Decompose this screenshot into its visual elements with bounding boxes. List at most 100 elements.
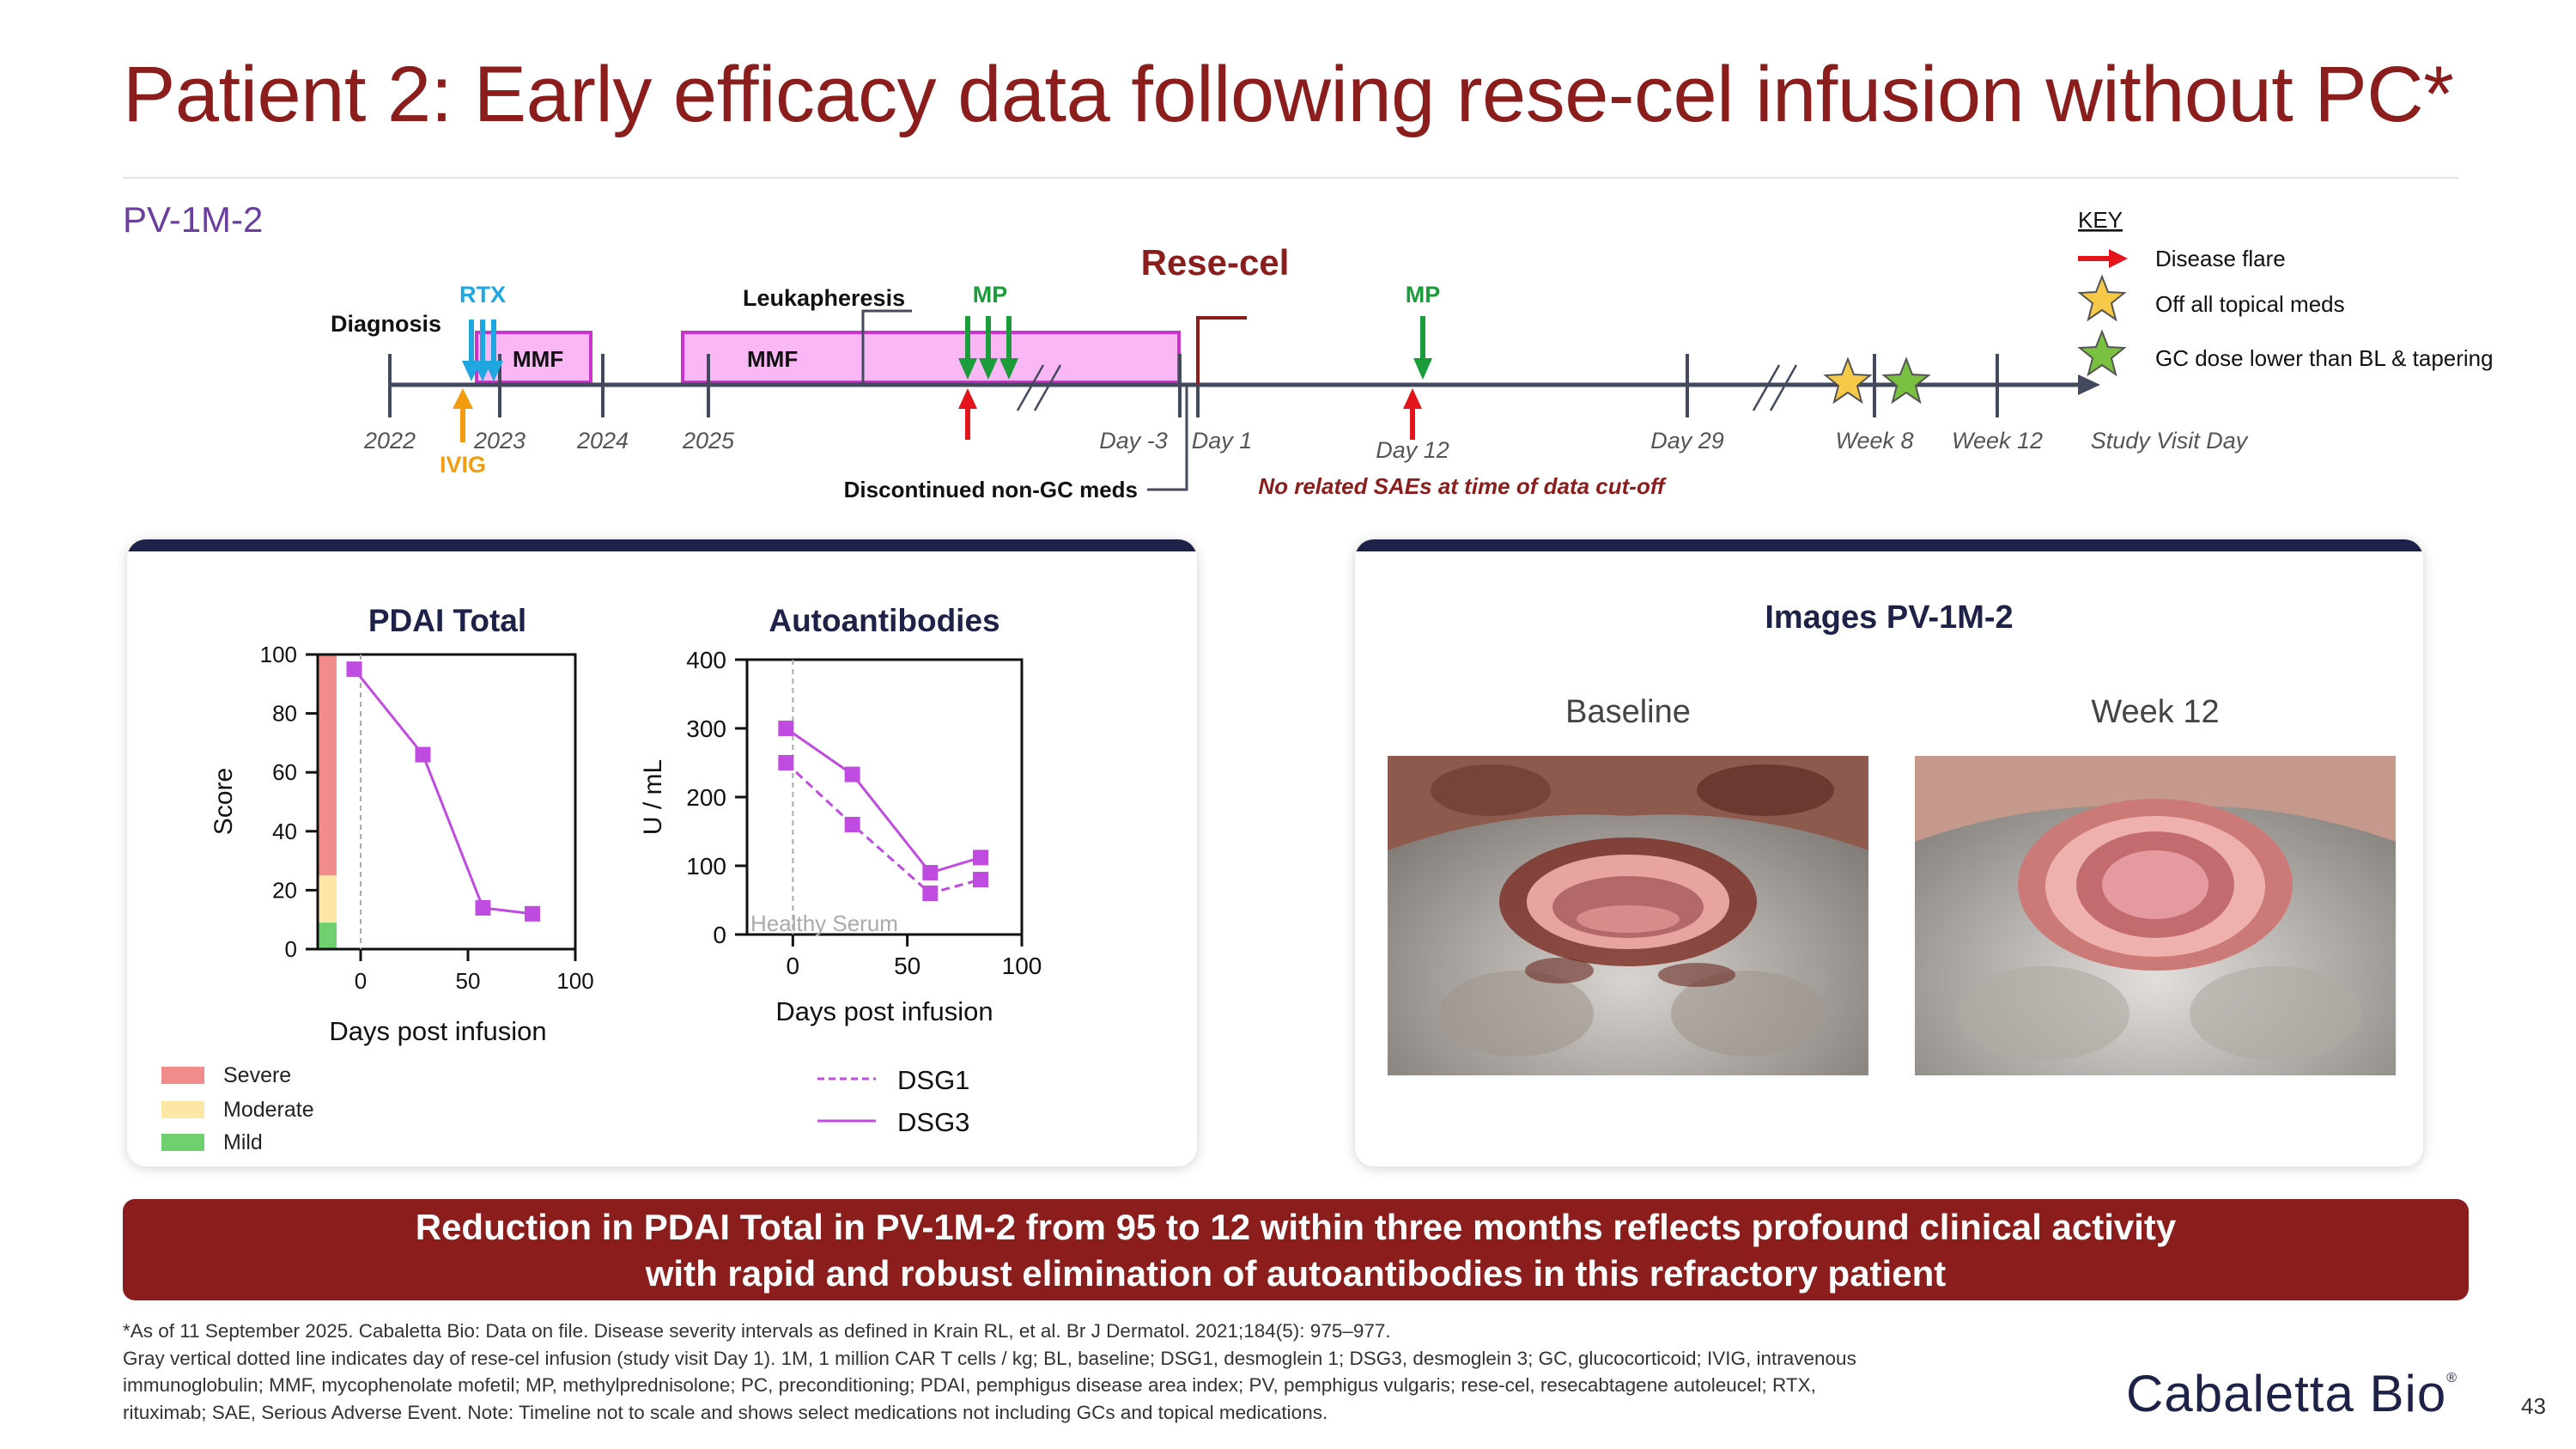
- pdai-band-moderate: [318, 875, 337, 923]
- healthy-serum-annotation: Healthy Serum: [750, 910, 898, 936]
- off-topical-star: [1823, 356, 1873, 405]
- autoantibody-chart: Autoantibodies Healthy Serum 0 100 200 300 4…: [639, 603, 1042, 1137]
- mmf-label-1: MMF: [513, 346, 563, 372]
- rese-cel-header: Rese-cel: [1141, 242, 1290, 283]
- footnote-line-2: Gray vertical dotted line indicates day …: [123, 1347, 1856, 1369]
- tick-2023: 2023: [473, 428, 526, 454]
- ab-point-dsg3: [778, 721, 794, 736]
- pdai-point: [525, 905, 540, 922]
- ab-plot-frame: [745, 658, 1024, 936]
- key-label-flare: Disease flare: [2155, 246, 2286, 271]
- images-title: Images PV-1M-2: [1765, 600, 2014, 636]
- ab-point-dsg3: [844, 766, 860, 782]
- mp-label-1: MP: [973, 282, 1008, 307]
- mp-arrows-1: [958, 316, 1018, 380]
- patient-id-label: PV-1M-2: [123, 199, 264, 240]
- pdai-point: [415, 746, 431, 763]
- legend-swatch-moderate: [161, 1101, 204, 1118]
- gc-lower-star: [1881, 356, 1931, 405]
- pdai-series-line: [353, 668, 533, 916]
- ab-ytick-label: 300: [686, 715, 726, 742]
- pdai-xtick-label: 0: [355, 968, 367, 994]
- ab-ytick-label: 400: [686, 647, 726, 673]
- summary-callout: Reduction in PDAI Total in PV-1M-2 from …: [123, 1199, 2469, 1300]
- key-off-topical: Off all topical meds: [2077, 274, 2345, 322]
- tick-day-12: Day 12: [1376, 437, 1449, 463]
- pdai-x-axis-label: Days post infusion: [329, 1016, 546, 1046]
- pdai-ytick-label: 40: [272, 819, 297, 844]
- tick-2024: 2024: [576, 428, 629, 454]
- ab-series-line-dsg1: [785, 761, 981, 895]
- discontinued-label: Discontinued non-GC meds: [844, 477, 1138, 502]
- pdai-plot-frame: [316, 653, 577, 951]
- ab-x-axis-label: Days post infusion: [775, 996, 993, 1026]
- ab-y-axis-label: U / mL: [639, 759, 667, 835]
- baseline-label: Baseline: [1565, 694, 1691, 730]
- ab-xtick-label: 100: [1002, 953, 1042, 979]
- rtx-arrows: [462, 320, 503, 381]
- ab-chart-title: Autoantibodies: [769, 603, 999, 638]
- page-title: Patient 2: Early efficacy data following…: [123, 51, 2454, 138]
- ab-ytick-label: 0: [713, 922, 726, 948]
- legend-label-dsg1: DSG1: [897, 1065, 969, 1095]
- summary-line-1: Reduction in PDAI Total in PV-1M-2 from …: [415, 1207, 2177, 1247]
- mp-arrow-2: [1413, 316, 1432, 380]
- pdai-ytick-label: 100: [260, 642, 297, 667]
- rtx-label: RTX: [459, 282, 506, 307]
- images-panel: Images PV-1M-2 Baseline Week 12: [1355, 539, 2423, 1166]
- diagnosis-label: Diagnosis: [331, 311, 441, 337]
- ab-xtick-label: 50: [894, 953, 920, 979]
- treatment-timeline: Rese-cel MMF MMF Leukapheresis Discontin…: [331, 207, 2494, 502]
- timeline-arrowhead: [2078, 374, 2100, 395]
- legend-swatch-severe: [161, 1067, 204, 1084]
- pdai-ytick-label: 60: [272, 759, 297, 785]
- summary-line-2: with rapid and robust elimination of aut…: [645, 1253, 1947, 1294]
- ab-point-dsg1: [922, 886, 939, 901]
- pdai-point: [475, 899, 491, 916]
- pdai-ytick-label: 20: [272, 877, 297, 903]
- footnote: *As of 11 September 2025. Cabaletta Bio:…: [123, 1318, 2098, 1426]
- mmf-bar-2: [681, 331, 1181, 384]
- leukapheresis-label: Leukapheresis: [743, 285, 905, 311]
- key-gc-lower: GC dose lower than BL & tapering: [2077, 329, 2494, 377]
- page-number: 43: [2521, 1393, 2546, 1419]
- pdai-band-mild: [318, 922, 337, 949]
- title-divider: [123, 177, 2458, 179]
- footnote-line-4: rituximab; SAE, Serious Adverse Event. N…: [123, 1401, 1328, 1423]
- pdai-xtick-label: 100: [556, 968, 593, 994]
- key-title: KEY: [2078, 207, 2123, 233]
- tick-week-12: Week 12: [1952, 428, 2043, 454]
- ab-ytick-label: 200: [686, 784, 726, 811]
- axis-break-marks: [1016, 364, 1798, 411]
- mmf-label-2: MMF: [747, 346, 798, 372]
- cabaletta-bio-logo: Cabaletta Bio®: [2126, 1364, 2458, 1423]
- mp-label-2: MP: [1406, 282, 1441, 307]
- legend-label-severe: Severe: [223, 1063, 291, 1087]
- tick-2025: 2025: [682, 428, 735, 454]
- ivig-arrow: [453, 388, 473, 442]
- legend-label-mild: Mild: [223, 1130, 263, 1154]
- ab-series-line-dsg3: [785, 727, 981, 874]
- pdai-xtick-label: 50: [456, 968, 481, 994]
- pdai-chart-title: PDAI Total: [368, 603, 526, 638]
- pdai-y-axis-label: Score: [210, 768, 238, 835]
- timeline-axis-label: Study Visit Day: [2091, 428, 2249, 454]
- leukapheresis-bracket: [861, 309, 912, 385]
- no-sae-note: No related SAEs at time of data cut-off: [1258, 473, 1667, 499]
- logo-registered-mark: ®: [2446, 1371, 2458, 1385]
- key-disease-flare: Disease flare: [2078, 246, 2286, 271]
- ab-point-dsg3: [922, 865, 939, 880]
- tick-day-29: Day 29: [1650, 428, 1724, 454]
- charts-panel-topbar: [127, 539, 1197, 551]
- pdai-ytick-label: 80: [272, 701, 297, 727]
- pdai-point: [346, 661, 362, 678]
- ivig-label: IVIG: [440, 452, 486, 478]
- ab-xtick-label: 0: [787, 953, 800, 979]
- ab-point-dsg3: [973, 849, 988, 866]
- baseline-photo: [1388, 756, 1868, 1075]
- tick-2022: 2022: [363, 428, 416, 454]
- tick-day-minus3: Day -3: [1099, 428, 1168, 454]
